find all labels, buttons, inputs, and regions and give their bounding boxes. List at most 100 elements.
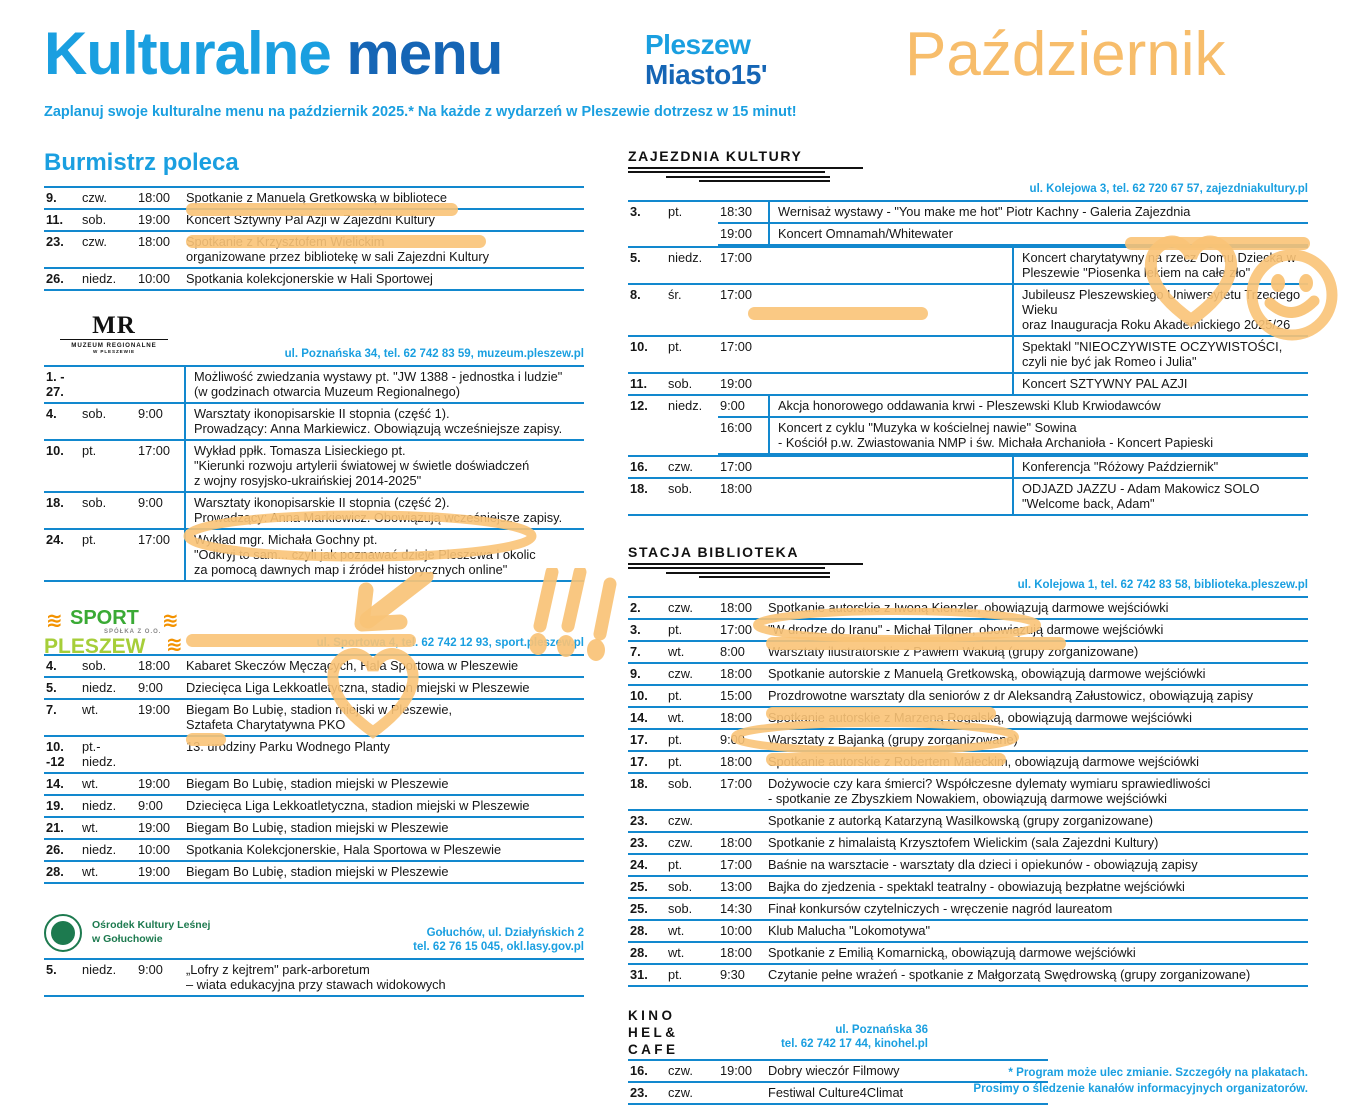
zajezdnia-header: ZAJEZDNIA KULTURY ul. Kolejowa 3, tel. 6… bbox=[628, 148, 1308, 198]
row-description: Kabaret Skeczów Męczących, Hala Sportowa… bbox=[186, 658, 519, 673]
kino-header: KINO HEL& CAFE ul. Poznańska 36 tel. 62 … bbox=[628, 1007, 1048, 1057]
biblioteka-contact[interactable]: ul. Kolejowa 1, tel. 62 742 83 58, bibli… bbox=[1017, 579, 1308, 591]
row-time: 9:30 bbox=[720, 967, 745, 982]
table-row: 3. pt. 18:30 Wernisaż wystawy - "You make m… bbox=[628, 201, 1308, 247]
row-weekday: niedz. bbox=[82, 680, 117, 695]
row-time: 14:30 bbox=[720, 901, 753, 916]
biblioteka-logo-book-icon bbox=[628, 563, 863, 579]
row-weekday: wt. bbox=[82, 776, 99, 791]
row-time bbox=[718, 810, 766, 832]
subrow: 9:00 Akcja honorowego oddawania krwi - Pl… bbox=[718, 396, 1308, 417]
table-row: 7. wt. 19:00 Biegam Bo Lubię, stadion miejs… bbox=[44, 699, 584, 736]
row-time: 17:00 bbox=[720, 459, 753, 474]
sport-logo-line1: SPORT bbox=[70, 607, 139, 629]
row-weekday: sob. bbox=[82, 406, 107, 421]
month-title: Październik bbox=[905, 20, 1226, 89]
table-row: 8. śr. 17:00 Jubileusz Pleszewskiego Uniwer… bbox=[628, 284, 1308, 336]
biblioteka-header: STACJA BIBLIOTEKA ul. Kolejowa 1, tel. 6… bbox=[628, 544, 1308, 594]
row-time: 9:00 bbox=[138, 406, 163, 421]
row-day: 17. bbox=[630, 754, 648, 769]
row-description: Jubileusz Pleszewskiego Uniwersytetu Trz… bbox=[1012, 284, 1308, 336]
row-time: 9:00 bbox=[138, 798, 163, 813]
title-word-menu: menu bbox=[346, 20, 503, 87]
row-day: 2. bbox=[630, 600, 641, 615]
row-day: 18. bbox=[630, 776, 648, 791]
row-description: Czytanie pełne wrażeń - spotkanie z Małg… bbox=[768, 967, 1251, 982]
table-row: 28. wt. 10:00 Klub Malucha "Lokomotywa" bbox=[628, 920, 1308, 942]
row-time: 17:00 bbox=[720, 339, 753, 354]
row-time: 18:00 bbox=[720, 600, 753, 615]
row-day: 14. bbox=[46, 776, 64, 791]
row-day: 3. bbox=[630, 204, 641, 219]
table-row: 19. niedz. 9:00 Dziecięca Liga Lekkoatletyc… bbox=[44, 795, 584, 817]
muzeum-logo-mark: MR bbox=[92, 312, 136, 339]
row-description: Wykład ppłk. Tomasza Lisieckiego pt. "Kie… bbox=[184, 440, 584, 492]
row-time: 17:00 bbox=[720, 287, 753, 302]
row-time: 18:00 bbox=[138, 658, 171, 673]
sport-table: 4. sob. 18:00 Kabaret Skeczów Męczących, Ha… bbox=[44, 654, 584, 884]
row-description: Klub Malucha "Lokomotywa" bbox=[768, 923, 931, 938]
row-day: 11. bbox=[630, 376, 648, 391]
row-description: Wykład mgr. Michała Gochny pt. "Odkryj to… bbox=[184, 529, 584, 581]
row-description: Koncert Sztywny Pal Azji w Zajezdni Kult… bbox=[186, 212, 435, 227]
row-day: 28. bbox=[46, 864, 64, 879]
row-time: 18:00 bbox=[138, 190, 171, 205]
row-description: Spotkanie z autorką Katarzyną Wasilkowsk… bbox=[768, 813, 1154, 828]
row-day: 10. bbox=[630, 688, 648, 703]
row-day: 17. bbox=[630, 732, 648, 747]
table-row: 10. pt. 15:00 Prozdrowotne warsztaty dla se… bbox=[628, 685, 1308, 707]
row-day: 1. - 27. bbox=[46, 369, 65, 399]
row-time: 19:00 bbox=[138, 776, 171, 791]
sport-logo-sub: SPÓŁKA Z O.O. bbox=[104, 629, 162, 635]
table-row: 10. -12 pt.-niedz. 13. urodziny Parku Wodne… bbox=[44, 736, 584, 773]
okl-name-line1: Ośrodek Kultury Leśnej bbox=[92, 919, 211, 931]
right-column: ZAJEZDNIA KULTURY ul. Kolejowa 3, tel. 6… bbox=[628, 148, 1308, 1111]
table-row: 11. sob. 19:00 Koncert SZTYWNY PAL AZJI bbox=[628, 373, 1308, 395]
muzeum-contact[interactable]: ul. Poznańska 34, tel. 62 742 83 59, muz… bbox=[284, 348, 584, 360]
kino-contact[interactable]: ul. Poznańska 36 tel. 62 742 17 44, kino… bbox=[780, 1024, 928, 1050]
row-time: 10:00 bbox=[138, 842, 171, 857]
row-weekday: śr. bbox=[668, 287, 682, 302]
row-day: 5. bbox=[46, 962, 57, 977]
row-weekday: czw. bbox=[668, 600, 693, 615]
table-row: 9. czw. 18:00 Spotkanie z Manuelą Gretkowsk… bbox=[44, 187, 584, 209]
row-weekday: sob. bbox=[668, 481, 693, 496]
row-description: Warsztaty ikonopisarskie II stopnia (czę… bbox=[184, 492, 584, 529]
pleszew-brand-logo: Pleszew Miasto15' bbox=[645, 30, 767, 90]
table-row: 23. czw. 18:00 Spotkanie z Krzysztofem Wiel… bbox=[44, 231, 584, 268]
section-zajezdnia: ZAJEZDNIA KULTURY ul. Kolejowa 3, tel. 6… bbox=[628, 148, 1308, 516]
zajezdnia-contact[interactable]: ul. Kolejowa 3, tel. 62 720 67 57, zajez… bbox=[1029, 183, 1308, 195]
section-burmistrz: Burmistrz poleca 9. czw. 18:00 Spotkanie z … bbox=[44, 150, 584, 291]
row-day: 10. bbox=[46, 443, 64, 458]
row-day: 25. bbox=[630, 879, 648, 894]
table-row: 10. pt. 17:00 Wykład ppłk. Tomasza Lisiecki… bbox=[44, 440, 584, 492]
row-day: 16. bbox=[630, 459, 648, 474]
subrow: 19:00 Koncert Omnamah/Whitewater bbox=[718, 222, 1308, 245]
subrow: 18:30 Wernisaż wystawy - "You make me hot… bbox=[718, 202, 1308, 223]
table-row: 28. wt. 18:00 Spotkanie z Emilią Komarnicką… bbox=[628, 942, 1308, 964]
table-row: 11. sob. 19:00 Koncert Sztywny Pal Azji w Z… bbox=[44, 209, 584, 231]
row-day: 14. bbox=[630, 710, 648, 725]
okl-contact[interactable]: Gołuchów, ul. Działyńskich 2 tel. 62 76 … bbox=[413, 927, 584, 953]
table-row: 14. wt. 18:00 Spotkanie autorskie z Marzeną… bbox=[628, 707, 1308, 729]
table-row: 17. pt. 9:00 Warsztaty z Bajanką (grupy zor… bbox=[628, 729, 1308, 751]
okl-table: 5. niedz. 9:00 „Lofry z kejtrem" park-arbor… bbox=[44, 958, 584, 997]
row-description: Biegam Bo Lubię, stadion miejski w Plesz… bbox=[186, 864, 449, 879]
subrow-desc: Akcja honorowego oddawania krwi - Plesze… bbox=[768, 396, 1308, 417]
row-time: 9:00 bbox=[138, 962, 163, 977]
row-description: ODJAZD JAZZU - Adam Makowicz SOLO "Welco… bbox=[1012, 478, 1308, 515]
okl-name: Ośrodek Kultury Leśnej w Gołuchowie bbox=[92, 918, 210, 946]
row-day: 25. bbox=[630, 901, 648, 916]
subrow-time: 16:00 bbox=[718, 416, 769, 454]
row-weekday: niedz. bbox=[82, 842, 117, 857]
row-time bbox=[718, 1082, 766, 1104]
subrow-time: 19:00 bbox=[718, 222, 769, 245]
row-time: 19:00 bbox=[138, 820, 171, 835]
row-weekday: pt. bbox=[82, 443, 97, 458]
brand-line-miasto15: Miasto15' bbox=[645, 59, 767, 90]
sport-contact[interactable]: ul. Sportowa 4, tel. 62 742 12 93, sport… bbox=[316, 637, 584, 649]
forest-badge-icon bbox=[44, 914, 82, 952]
row-description: Warsztaty z Bajanką (grupy zorganizowane… bbox=[768, 732, 1018, 747]
table-row: 14. wt. 19:00 Biegam Bo Lubię, stadion miej… bbox=[44, 773, 584, 795]
table-row: 5. niedz. 9:00 „Lofry z kejtrem" park-arbor… bbox=[44, 959, 584, 996]
